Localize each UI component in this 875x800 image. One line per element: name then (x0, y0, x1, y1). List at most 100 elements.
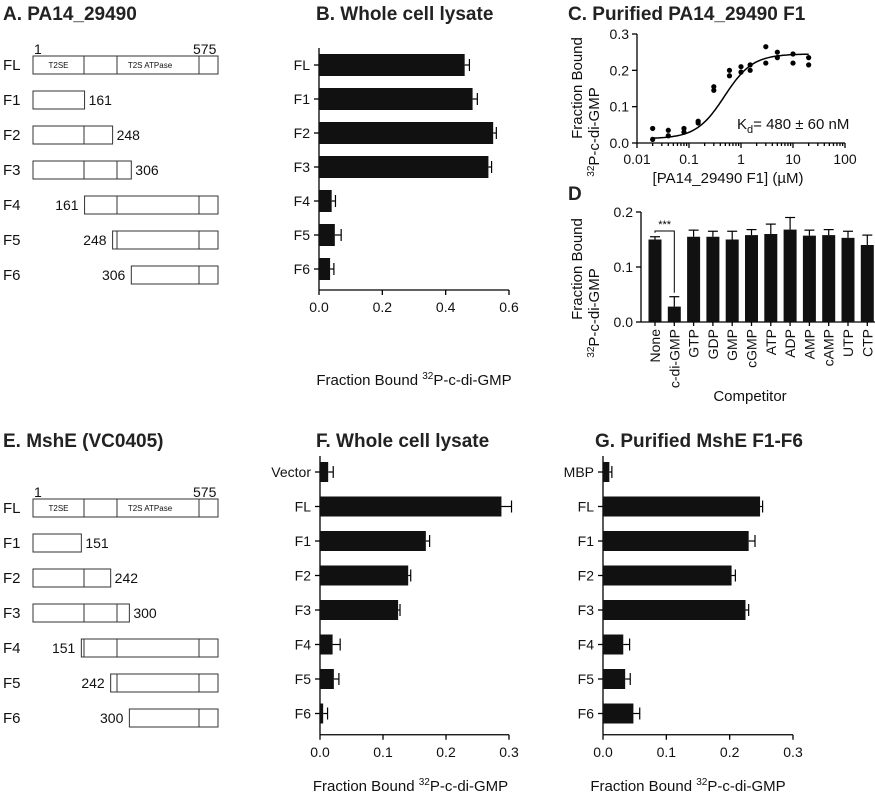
x-tick-label: 0.0 (309, 299, 329, 315)
x-axis-label: [PA14_29490 F1] (µM) (653, 170, 804, 187)
panel-title: D (568, 184, 582, 205)
bar (320, 496, 502, 517)
fragment-start-label: 151 (52, 640, 76, 656)
category-label: FL (294, 57, 311, 73)
bar (603, 703, 634, 724)
fragment-box (32, 498, 219, 518)
data-point (747, 67, 753, 73)
fragment-name: FL (3, 57, 21, 74)
category-label: F2 (295, 568, 312, 584)
bar (319, 122, 494, 144)
fragment-f2: F2 248 (3, 125, 141, 145)
fragment-name: F1 (3, 535, 21, 552)
bar (687, 236, 701, 322)
kd-symbol: K (737, 116, 747, 133)
category-label: F6 (295, 706, 312, 722)
bar (603, 600, 746, 620)
fragment-start-label: 300 (100, 710, 124, 726)
bar (603, 496, 761, 517)
xlabel-superscript: 32 (419, 777, 431, 788)
data-point (711, 84, 717, 90)
fragment-box (128, 708, 219, 728)
ylabel-line1: Fraction Bound (569, 37, 586, 139)
category-label: FL (295, 499, 312, 515)
data-point (726, 67, 733, 73)
bar (320, 565, 409, 586)
y-tick-label: 0.2 (610, 62, 630, 78)
x-tick-label: 0.1 (679, 151, 699, 167)
category-label: cAMP (821, 329, 837, 366)
data-point (790, 60, 796, 66)
fragment-end-label: 242 (115, 570, 139, 586)
category-label: F3 (295, 602, 312, 618)
start-position-label: 1 (34, 41, 42, 57)
category-label: F4 (578, 637, 595, 653)
bar (603, 462, 610, 482)
data-point (738, 69, 744, 75)
bar (725, 239, 739, 322)
fragment-name: F2 (3, 570, 21, 587)
x-axis-label: Fraction Bound 32P-c-di-GMP (316, 371, 511, 389)
x-tick-label: 10 (785, 151, 801, 167)
fragment-end-label: 161 (89, 92, 113, 108)
fragment-end-label: 151 (85, 535, 109, 551)
x-axis-label: Fraction Bound 32P-c-di-GMP (590, 777, 785, 795)
fragment-end-label: 248 (117, 127, 141, 143)
bar (841, 237, 855, 322)
bar (320, 669, 334, 689)
category-label: F5 (294, 227, 311, 243)
x-tick-label: 0.1 (373, 744, 393, 760)
xlabel-text: P-c-di-GMP (430, 778, 508, 795)
fragment-box (32, 55, 219, 75)
fragment-start-label: 306 (102, 267, 126, 283)
x-axis-label: Fraction Bound 32P-c-di-GMP (313, 777, 508, 795)
data-point (774, 55, 780, 61)
panel-title: F. Whole cell lysate (316, 431, 489, 452)
fragment-start-label: 248 (83, 232, 107, 248)
fragment-name: F4 (3, 197, 21, 214)
domain-atpase-label: T2S ATPase (128, 61, 173, 70)
fragment-fl: FL T2SE T2S ATPase (3, 498, 219, 518)
category-label: F2 (578, 568, 595, 584)
category-label: FL (578, 499, 595, 515)
ylabel-superscript: 32 (586, 346, 597, 358)
category-label: GDP (705, 329, 721, 359)
fragment-box (80, 638, 219, 658)
data-point (790, 51, 796, 57)
y-tick-label: 0.3 (610, 26, 630, 42)
panel-title: C. Purified PA14_29490 F1 (568, 4, 806, 25)
significance-label: *** (658, 219, 672, 231)
y-tick-label: 0.0 (610, 135, 630, 151)
fragment-f2: F2 242 (3, 568, 139, 588)
bar (764, 234, 778, 322)
fragment-name: F3 (3, 162, 21, 179)
x-tick-label: 0.2 (436, 744, 456, 760)
fragment-box (110, 673, 219, 693)
x-tick-label: 0.2 (720, 744, 740, 760)
category-label: ATP (763, 329, 779, 355)
domain-t2se-label: T2SE (48, 504, 68, 513)
fragment-box (32, 90, 86, 110)
x-tick-label: 0.1 (657, 744, 677, 760)
panel-c: C. Purified PA14_29490 F1 0.0 0.1 0.2 0.3 0.0… (568, 4, 857, 187)
category-label: F3 (294, 159, 311, 175)
y-tick-label: 0.2 (614, 204, 634, 220)
bar (603, 565, 732, 586)
bar (319, 54, 465, 76)
data-point (738, 64, 744, 70)
data-point (711, 87, 717, 93)
bar (319, 190, 332, 212)
category-label: F3 (578, 602, 595, 618)
data-point (774, 49, 780, 55)
data-point (806, 55, 812, 61)
panel-title: G. Purified MshE F1-F6 (595, 431, 803, 452)
category-label: AMP (801, 329, 817, 359)
category-label: F5 (295, 671, 312, 687)
bar (319, 224, 335, 246)
fragment-box (32, 568, 112, 588)
bar (706, 236, 720, 322)
fragment-fl: FL T2SE T2S ATPase (3, 55, 219, 75)
category-label: cGMP (744, 329, 760, 368)
